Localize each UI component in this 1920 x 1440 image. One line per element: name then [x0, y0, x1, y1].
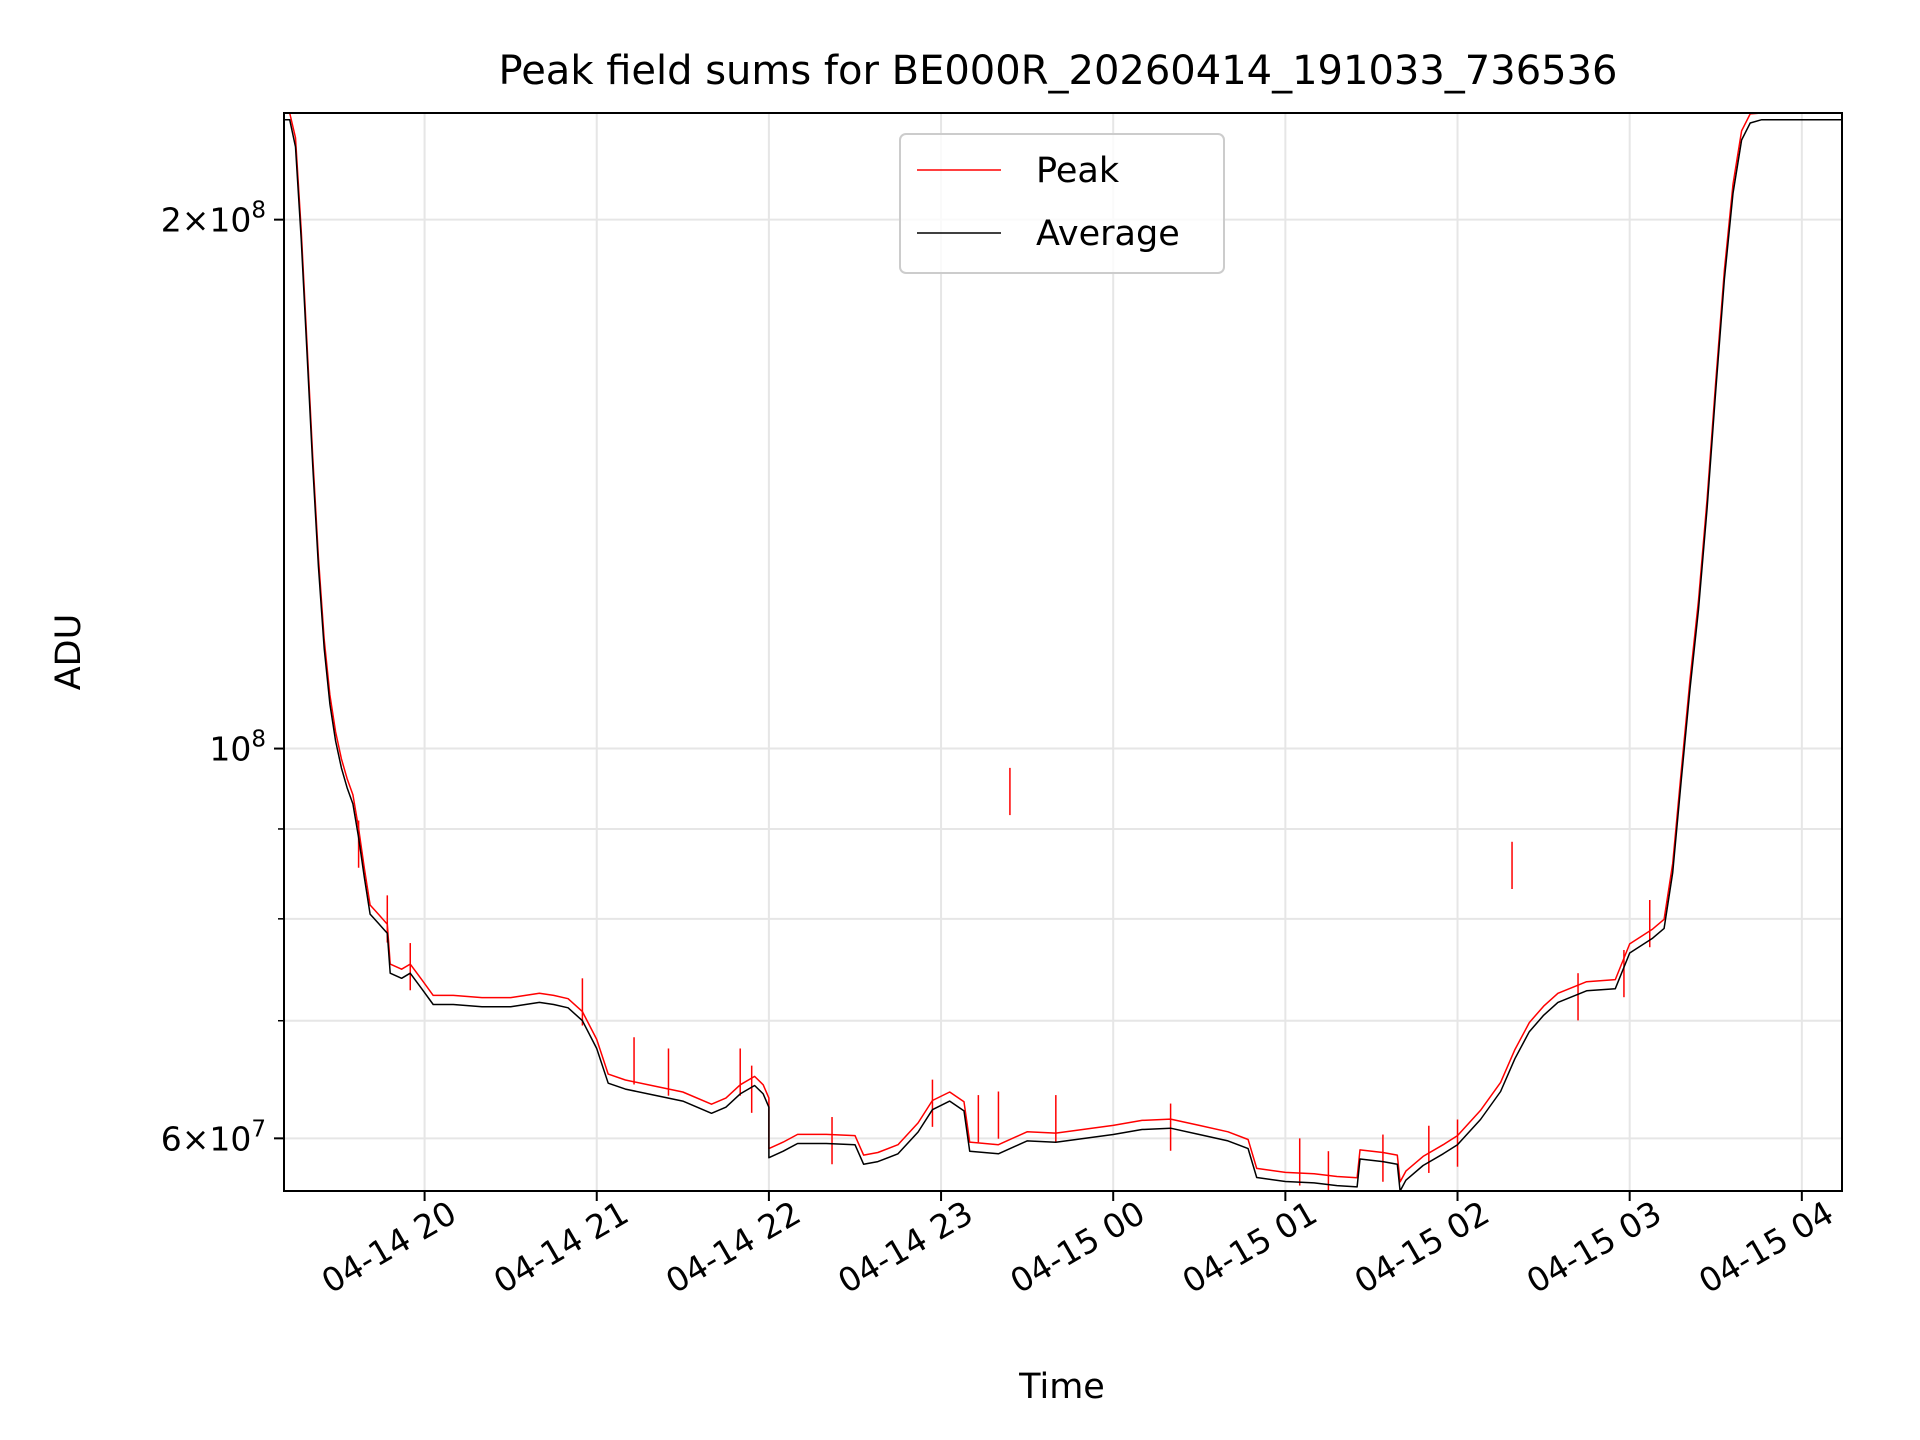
x-tick-label: 04-15 03 [1520, 1193, 1668, 1301]
x-tick-label: 04-15 00 [1003, 1193, 1151, 1301]
x-tick-label: 04-14 21 [487, 1193, 635, 1301]
legend: Peak Average [899, 133, 1225, 274]
peak-series-line [284, 112, 1842, 1183]
x-tick-label: 04-15 04 [1692, 1193, 1840, 1301]
x-tick-label: 04-15 01 [1176, 1193, 1324, 1301]
y-tick-label: 2×108 [161, 198, 266, 240]
grid-lines [284, 113, 1842, 1191]
y-axis-ticks: 6×107 108 2×108 [161, 198, 284, 1158]
legend-box [899, 133, 1225, 274]
legend-label-average: Average [1036, 214, 1180, 254]
x-tick-label: 04-15 02 [1348, 1193, 1496, 1301]
x-tick-label: 04-14 23 [831, 1193, 979, 1301]
x-tick-label: 04-14 22 [659, 1193, 807, 1301]
y-axis-label: ADU [49, 614, 89, 691]
x-tick-label: 04-14 20 [315, 1193, 463, 1301]
plot-area [284, 112, 1842, 1192]
legend-label-peak: Peak [1036, 151, 1120, 191]
average-series-line [284, 118, 1842, 1192]
plot-frame [283, 112, 1843, 1192]
chart-title: Peak field sums for BE000R_20260414_1910… [499, 48, 1618, 94]
y-tick-label: 108 [209, 727, 266, 769]
y-tick-label: 6×107 [161, 1116, 266, 1158]
x-axis-ticks: 04-14 20 04-14 21 04-14 22 04-14 23 04-15 00… [315, 1191, 1840, 1301]
x-axis-label: Time [1018, 1367, 1105, 1407]
